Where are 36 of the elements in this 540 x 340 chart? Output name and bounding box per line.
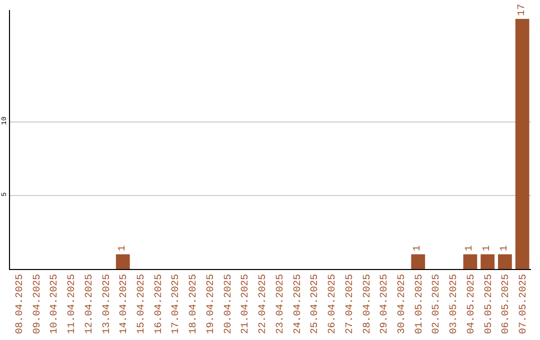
x-tick-label: 10.04.2025 bbox=[50, 274, 61, 334]
x-tick-label: 26.04.2025 bbox=[328, 274, 339, 334]
x-tick-label: 01.05.2025 bbox=[414, 274, 426, 334]
data-label: 17 bbox=[516, 4, 528, 16]
x-tick-label: 06.05.2025 bbox=[501, 274, 512, 334]
x-tick-label: 11.04.2025 bbox=[67, 274, 78, 334]
data-label: 1 bbox=[499, 245, 510, 252]
x-tick-label: 22.04.2025 bbox=[258, 274, 270, 334]
x-tick-label: 29.04.2025 bbox=[380, 274, 391, 334]
x-tick-label: 14.04.2025 bbox=[119, 274, 130, 334]
x-tick-label: 24.04.2025 bbox=[292, 274, 304, 334]
x-tick-label: 30.04.2025 bbox=[397, 274, 408, 334]
x-tick-label: 16.04.2025 bbox=[154, 274, 165, 334]
x-tick-label: 25.04.2025 bbox=[310, 274, 322, 334]
x-tick-label: 21.04.2025 bbox=[240, 274, 252, 334]
data-label: 1 bbox=[117, 245, 128, 252]
x-tick-label: 04.05.2025 bbox=[466, 274, 478, 334]
x-tick-label: 19.04.2025 bbox=[206, 274, 217, 334]
x-tick-label: 18.04.2025 bbox=[188, 274, 200, 334]
x-tick-label: 20.04.2025 bbox=[223, 274, 234, 334]
x-tick-label: 17.04.2025 bbox=[171, 274, 182, 334]
x-tick-label: 23.04.2025 bbox=[275, 274, 286, 334]
x-tick-label: 08.04.2025 bbox=[14, 274, 26, 334]
x-tick-label: 07.05.2025 bbox=[518, 274, 530, 334]
x-tick-label: 09.04.2025 bbox=[32, 274, 44, 334]
x-tick-label: 05.05.2025 bbox=[484, 274, 495, 334]
data-label: 1 bbox=[482, 245, 494, 252]
x-tick-label: 28.04.2025 bbox=[362, 274, 374, 334]
data-label: 1 bbox=[464, 245, 476, 252]
x-tick-label: 02.05.2025 bbox=[432, 274, 443, 334]
data-label: 1 bbox=[412, 245, 424, 252]
x-tick-label: 15.04.2025 bbox=[136, 274, 148, 334]
x-tick-label: 12.04.2025 bbox=[84, 274, 96, 334]
x-tick-label: 03.05.2025 bbox=[449, 274, 460, 334]
x-tick-label: 27.04.2025 bbox=[344, 274, 356, 334]
x-tick-label: 13.04.2025 bbox=[102, 274, 113, 334]
